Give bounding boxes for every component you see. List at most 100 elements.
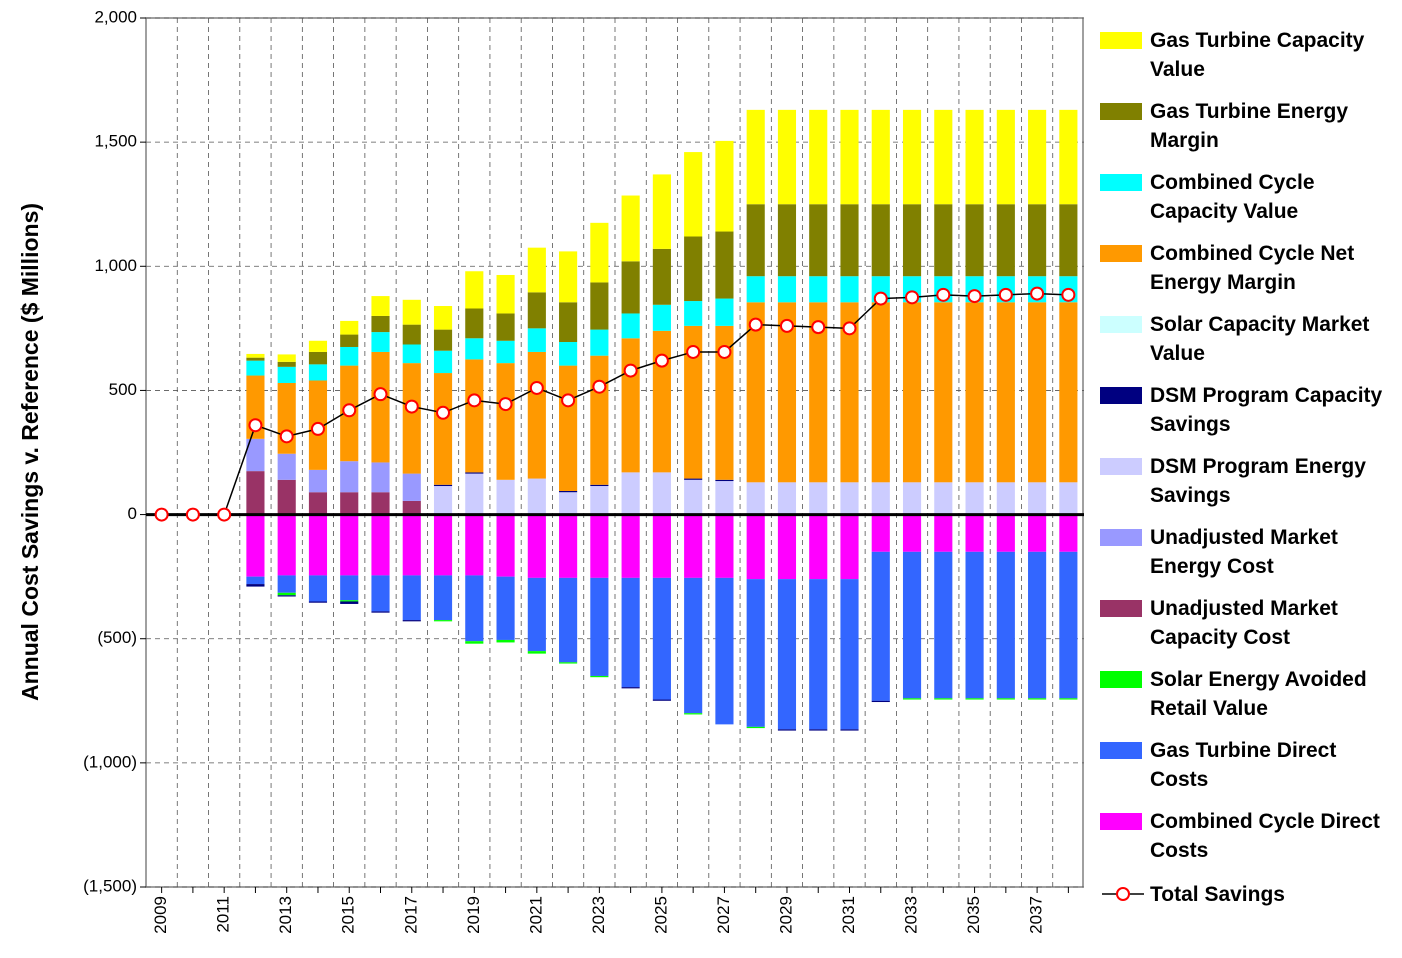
total-marker (342, 403, 357, 418)
bar-segment (402, 575, 421, 621)
legend-swatch (1100, 387, 1142, 404)
y-tick-label: 2,000 (94, 7, 137, 26)
bar-segment (809, 514, 828, 580)
total-marker (436, 405, 451, 420)
x-tick-label: 2009 (151, 896, 170, 934)
y-tick-label: (1,000) (83, 752, 137, 771)
bar-segment (840, 276, 859, 303)
bar-segment (871, 302, 890, 483)
bar-segment (527, 328, 546, 352)
bar-segment (871, 482, 890, 515)
bar-segment (652, 304, 671, 331)
bar-segment (1028, 482, 1047, 515)
bar-segment (621, 195, 640, 262)
bar-segment (965, 698, 984, 700)
bar-segment (621, 313, 640, 339)
bar-segment (371, 575, 390, 612)
bar-segment (433, 306, 453, 330)
bar-segment (402, 299, 421, 325)
bar-segment (277, 366, 296, 383)
bar-segment (371, 611, 390, 613)
bar-segment (559, 514, 578, 578)
bar-segment (684, 152, 703, 237)
bar-segment (590, 514, 609, 578)
bar-segment (371, 351, 390, 463)
total-marker (873, 291, 888, 306)
bar-segment (590, 222, 609, 283)
bar-segment (777, 276, 797, 303)
total-marker (529, 380, 544, 395)
bar-segment (277, 361, 296, 367)
legend-swatch (1100, 458, 1142, 475)
legend-label: Combined Cycle Net Energy Margin (1150, 242, 1355, 294)
bar-segment (1059, 302, 1078, 483)
bar-segment (715, 577, 734, 725)
bar-segment (934, 109, 953, 205)
bar-segment (433, 373, 453, 485)
bar-segment (559, 302, 578, 343)
x-tick-label: 2033 (902, 896, 921, 934)
bar-segment (777, 729, 797, 731)
bar-segment (840, 514, 859, 580)
bar-segment (902, 204, 922, 277)
bar-segment (246, 353, 265, 358)
bar-segment (246, 514, 265, 577)
bar-segment (996, 551, 1015, 699)
bar-segment (809, 482, 828, 515)
x-tick-label: 2035 (964, 896, 983, 934)
bar-segment (684, 713, 703, 715)
bar-segment (465, 271, 484, 309)
bar-segment (1059, 698, 1078, 700)
total-marker (561, 393, 576, 408)
legend-label: Gas Turbine Energy Margin (1150, 100, 1348, 152)
bar-segment (746, 204, 765, 277)
bar-segment (777, 204, 797, 277)
bar-segment (840, 109, 859, 205)
total-marker (748, 317, 763, 332)
bar-segment (684, 325, 703, 479)
x-tick-label: 2029 (776, 896, 795, 934)
bar-segment (934, 551, 953, 699)
bar-segment (433, 329, 453, 351)
bar-segment (277, 479, 296, 515)
bar-segment (590, 355, 609, 485)
x-tick-label: 2019 (464, 896, 483, 934)
bar-segment (371, 514, 390, 576)
bar-segment (277, 514, 296, 576)
bar-segment (621, 261, 640, 314)
legend-swatch (1100, 174, 1142, 191)
bar-segment (246, 584, 265, 587)
total-marker (404, 399, 419, 414)
bar-segment (308, 492, 328, 515)
legend-swatch (1100, 813, 1142, 830)
bar-segment (496, 363, 515, 480)
bar-segment (746, 109, 765, 205)
bar-segment (433, 350, 453, 374)
legend-swatch (1100, 32, 1142, 49)
bar-segment (559, 492, 578, 515)
bar-segment (746, 579, 765, 727)
bar-segment (840, 204, 859, 277)
bar-segment (871, 109, 890, 205)
bar-segment (371, 315, 390, 333)
bar-segment (621, 514, 640, 578)
bar-segment (621, 687, 640, 689)
bar-segment (433, 484, 453, 487)
bar-segment (527, 247, 546, 293)
bar-segment (934, 482, 953, 515)
bar-segment (715, 298, 734, 326)
bar-segment (934, 302, 953, 483)
legend-label: Solar Capacity Market Value (1150, 313, 1370, 365)
bar-segment (308, 575, 328, 602)
bar-segment (1028, 698, 1047, 700)
bar-segment (402, 620, 421, 622)
bar-segment (559, 577, 578, 663)
x-tick-label: 2013 (276, 896, 295, 934)
bar-segment (402, 514, 421, 576)
bar-segment (652, 248, 671, 305)
bar-segment (433, 575, 453, 621)
bar-segment (340, 461, 359, 493)
bar-segment (1028, 204, 1047, 277)
bar-segment (433, 620, 453, 622)
bar-segment (402, 344, 421, 364)
